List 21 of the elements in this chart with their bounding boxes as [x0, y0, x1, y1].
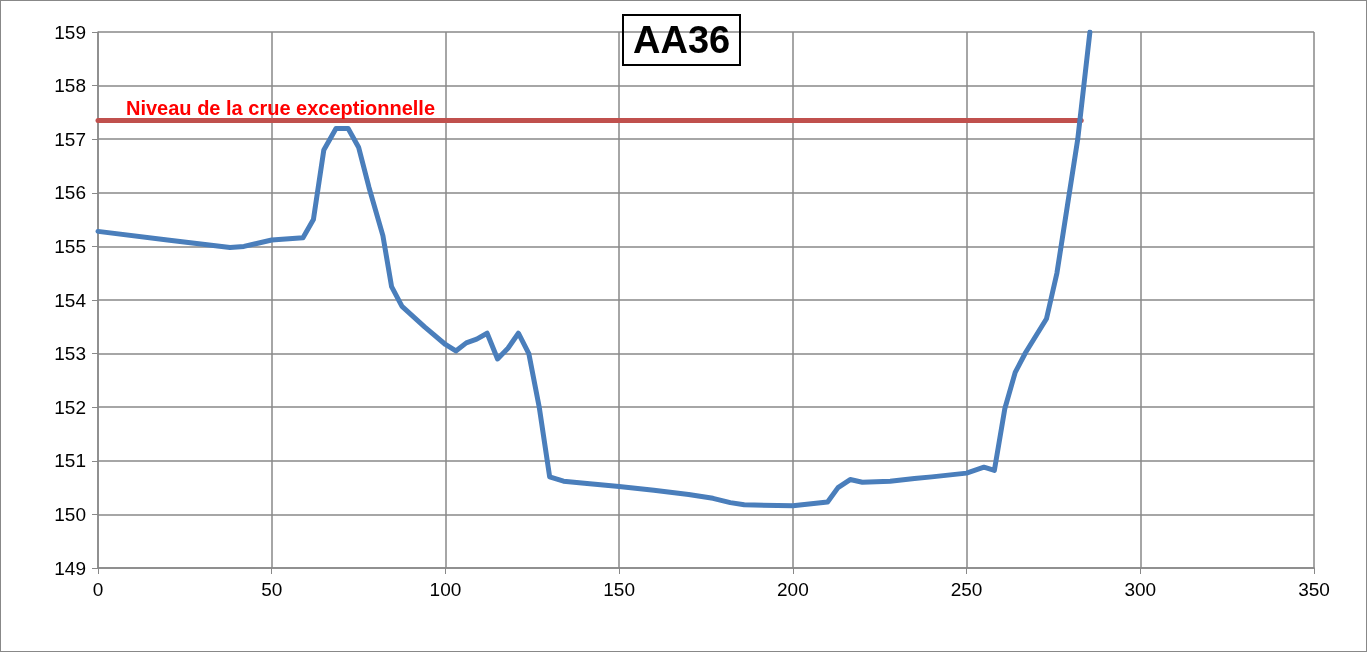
x-tick-label: 250 [950, 579, 983, 600]
x-tick-label: 50 [261, 579, 283, 600]
x-tick-label: 350 [1298, 579, 1330, 600]
y-tick-label: 155 [54, 235, 86, 257]
y-tick-label: 150 [54, 503, 86, 525]
y-tick-label: 157 [54, 128, 86, 150]
x-tick-label: 100 [429, 579, 462, 600]
y-tick-label: 151 [54, 450, 86, 472]
y-tick-label: 156 [54, 182, 86, 204]
x-tick-label: 0 [92, 579, 104, 600]
y-tick-label: 149 [54, 557, 86, 579]
y-tick-label: 159 [54, 21, 86, 43]
y-tick-label: 153 [54, 343, 86, 365]
chart-title: AA36 [633, 19, 731, 61]
x-tick-label: 300 [1124, 579, 1157, 600]
x-tick-label: 200 [777, 579, 809, 600]
y-tick-label: 154 [54, 289, 87, 311]
x-tick-label: 150 [603, 579, 635, 600]
series-label: Niveau de la crue exceptionnelle [126, 97, 436, 120]
y-tick-label: 152 [54, 396, 86, 418]
y-tick-label: 158 [54, 75, 86, 97]
